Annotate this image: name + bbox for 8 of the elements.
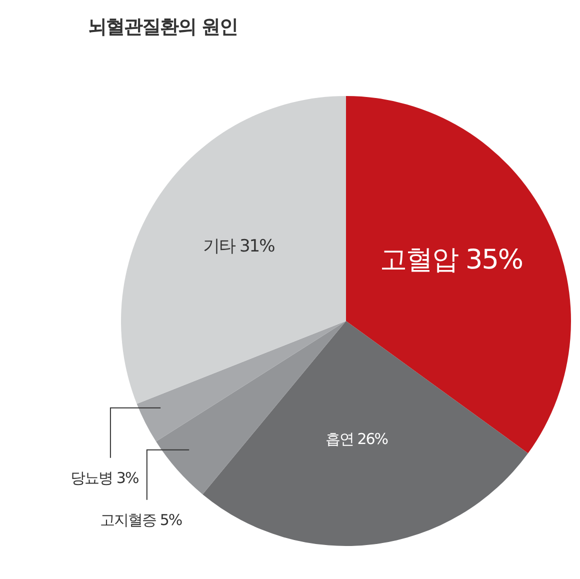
slice-label: 고혈압 35% bbox=[380, 244, 523, 276]
pie-slice bbox=[121, 96, 346, 404]
chart-title: 뇌혈관질환의 원인 bbox=[88, 15, 238, 40]
pie-slice bbox=[202, 321, 528, 546]
slice-label: 흡연 26% bbox=[325, 430, 388, 448]
slice-label: 당뇨병 3% bbox=[70, 468, 139, 487]
slice-label: 고지혈증 5% bbox=[100, 510, 182, 529]
slice-label: 기타 31% bbox=[203, 236, 276, 256]
